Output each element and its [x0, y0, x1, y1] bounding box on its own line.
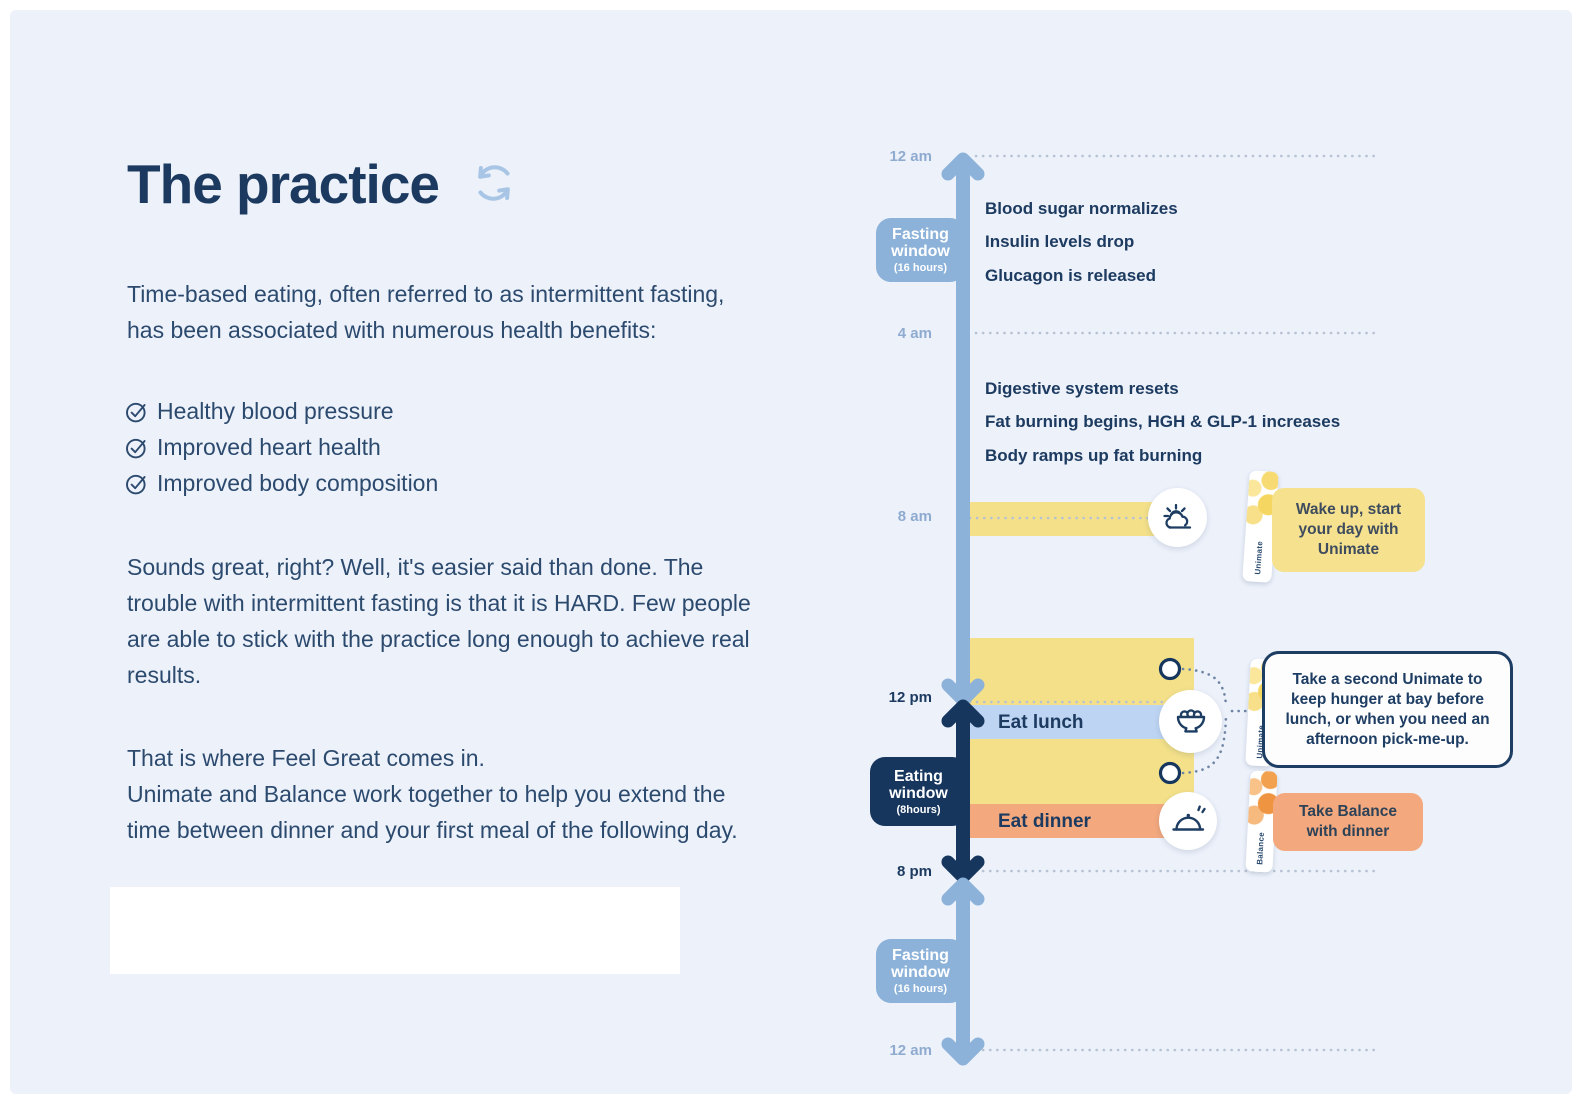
dinner-label: Eat dinner [998, 811, 1091, 832]
night-event: Blood sugar normalizes [985, 199, 1178, 218]
cloche-icon [1172, 805, 1206, 831]
morning-event: Digestive system resets [985, 379, 1179, 398]
benefit-label: Improved body composition [157, 469, 439, 496]
bowl-icon [1176, 709, 1206, 733]
morning-event: Body ramps up fat burning [985, 446, 1203, 465]
tick-label-4am: 4 am [897, 325, 932, 342]
morning-event: Fat burning begins, HGH & GLP-1 increase… [985, 412, 1341, 431]
badge-hours: (16 hours) [893, 262, 948, 274]
tick-label-12pm: 12 pm [888, 689, 932, 706]
check-circle-icon [126, 438, 146, 458]
difficulty-paragraph: Sounds great, right? Well, it's easier s… [127, 554, 751, 688]
balance-callout: Take Balance with dinner [1273, 793, 1423, 851]
tick-label-12am-top: 12 am [889, 148, 932, 165]
badge-title: Fasting window [891, 226, 950, 260]
blank-box [110, 887, 680, 974]
tick-dotted-lines [968, 154, 1378, 1052]
fasting-window-badge-bottom: Fasting window (16 hours) [876, 939, 965, 1003]
badge-title: Eating window [889, 767, 948, 802]
fasting-window-badge-top: Fasting window (16 hours) [876, 218, 965, 282]
solution-paragraph: That is where Feel Great comes in. Unima… [127, 745, 738, 843]
tick-label-8pm: 8 pm [896, 863, 932, 880]
badge-hours: (8hours) [896, 803, 941, 816]
page-panel: The practice Time-based eating, often re… [10, 10, 1572, 1094]
benefit-label: Improved heart health [157, 433, 381, 460]
tick-label-8am: 8 am [897, 508, 932, 525]
second-unimate-callout: Take a second Unimate to keep hunger at … [1262, 651, 1513, 768]
tick-label-12am-bottom: 12 am [889, 1042, 932, 1059]
benefits-list: Healthy blood pressure Improved heart he… [124, 393, 438, 501]
check-circle-icon [126, 402, 146, 422]
benefit-item: Improved heart health [124, 429, 438, 465]
night-event: Glucagon is released [985, 266, 1157, 285]
intro-paragraph: Time-based eating, often referred to as … [127, 281, 725, 343]
dinner-band [968, 804, 1194, 838]
morning-unimate-bar [968, 502, 1171, 536]
dinner-circle [1159, 792, 1217, 850]
lunch-circle [1159, 690, 1222, 753]
badge-hours: (16 hours) [893, 983, 948, 995]
wake-callout: Wake up, start your day with Unimate [1272, 488, 1425, 572]
lunch-band [968, 705, 1194, 739]
product-brand-label: Balance [1254, 831, 1266, 866]
night-event: Insulin levels drop [985, 232, 1135, 251]
product-brand-label: Unimate [1252, 540, 1264, 576]
cycle-icon [478, 165, 510, 201]
check-circle-icon [126, 474, 146, 494]
page-title: The practice [127, 153, 440, 215]
benefit-item: Healthy blood pressure [124, 393, 438, 429]
benefit-item: Improved body composition [124, 465, 438, 501]
eating-window-badge: Eating window (8hours) [870, 757, 967, 826]
sunrise-icon [1162, 503, 1191, 529]
sunrise-circle [1148, 488, 1207, 547]
badge-title: Fasting window [891, 947, 950, 981]
lunch-label: Eat lunch [998, 712, 1084, 733]
benefit-label: Healthy blood pressure [157, 397, 394, 424]
